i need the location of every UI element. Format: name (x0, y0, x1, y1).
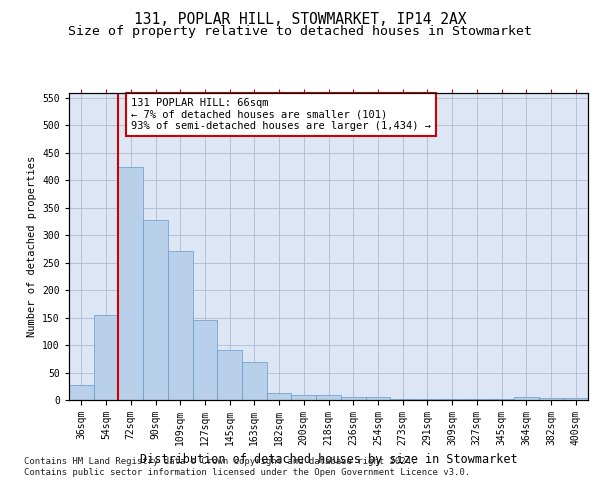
Text: 131, POPLAR HILL, STOWMARKET, IP14 2AX: 131, POPLAR HILL, STOWMARKET, IP14 2AX (134, 12, 466, 28)
Bar (168, 250, 193, 400)
Bar (464, 399, 489, 400)
Text: Contains HM Land Registry data © Crown copyright and database right 2024.
Contai: Contains HM Land Registry data © Crown c… (24, 458, 470, 477)
Bar (514, 398, 539, 400)
Bar (118, 166, 143, 400)
Bar (242, 362, 267, 400)
Bar (69, 385, 94, 400)
Bar (415, 399, 440, 400)
Bar (341, 398, 365, 400)
Bar (539, 398, 563, 400)
Bar (143, 220, 168, 400)
Y-axis label: Number of detached properties: Number of detached properties (27, 156, 37, 337)
Bar (292, 394, 316, 400)
X-axis label: Distribution of detached houses by size in Stowmarket: Distribution of detached houses by size … (140, 454, 517, 466)
Bar (193, 320, 217, 400)
Text: 131 POPLAR HILL: 66sqm
← 7% of detached houses are smaller (101)
93% of semi-det: 131 POPLAR HILL: 66sqm ← 7% of detached … (131, 98, 431, 131)
Text: Size of property relative to detached houses in Stowmarket: Size of property relative to detached ho… (68, 25, 532, 38)
Bar (489, 399, 514, 400)
Bar (267, 393, 292, 400)
Bar (94, 315, 118, 400)
Bar (365, 398, 390, 400)
Bar (440, 399, 464, 400)
Bar (217, 350, 242, 400)
Bar (316, 394, 341, 400)
Bar (563, 398, 588, 400)
Bar (390, 399, 415, 400)
